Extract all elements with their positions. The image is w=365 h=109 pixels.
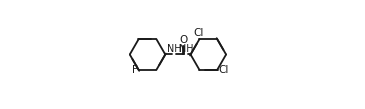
Text: Cl: Cl (218, 65, 228, 75)
Text: Cl: Cl (194, 27, 204, 37)
Text: NH: NH (167, 44, 181, 54)
Text: F: F (132, 65, 138, 75)
Text: NH: NH (179, 44, 194, 54)
Text: O: O (179, 35, 187, 45)
